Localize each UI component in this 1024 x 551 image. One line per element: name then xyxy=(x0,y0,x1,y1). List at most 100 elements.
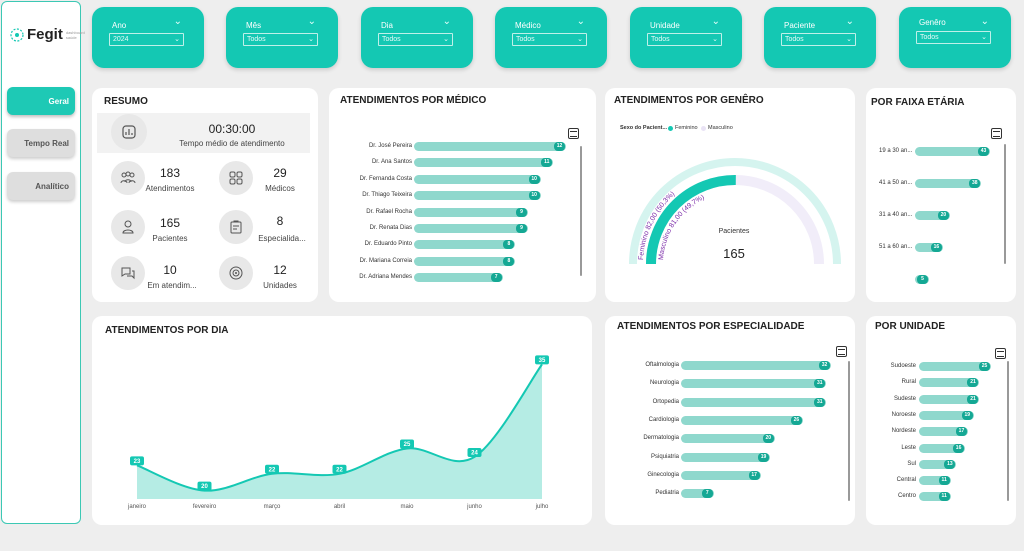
unidade-row-label: Noroeste xyxy=(891,411,916,418)
dropdown-icon: ⌄ xyxy=(577,36,583,43)
chart-report-icon xyxy=(111,114,147,150)
scrollbar[interactable] xyxy=(1007,361,1009,501)
dropdown-icon: ⌄ xyxy=(443,36,449,43)
filter-ano-value: 2024 xyxy=(113,36,129,43)
resumo-title: RESUMO xyxy=(104,96,148,107)
dia-data-point[interactable] xyxy=(130,456,144,466)
clipboard-icon xyxy=(219,210,253,244)
filter-paciente[interactable]: Paciente ⌄ Todos ⌄ xyxy=(764,7,876,68)
table-view-icon[interactable] xyxy=(991,128,1002,139)
filter-unidade-select[interactable]: Todos ⌄ xyxy=(647,33,722,46)
filter-mes-select[interactable]: Todos ⌄ xyxy=(243,33,318,46)
especialidade-value-badge: 19 xyxy=(758,452,770,462)
filter-ano-select[interactable]: 2024 ⌄ xyxy=(109,33,184,46)
dia-data-point[interactable] xyxy=(265,464,279,474)
faixa-bar[interactable] xyxy=(915,211,950,220)
especialidade-bar[interactable] xyxy=(681,379,827,389)
medico-bar[interactable] xyxy=(414,174,541,184)
medico-bar[interactable] xyxy=(414,207,528,217)
chevron-down-icon[interactable]: ⌄ xyxy=(173,16,182,27)
filter-dia[interactable]: Dia ⌄ Todos ⌄ xyxy=(361,7,473,68)
table-view-icon[interactable] xyxy=(995,348,1006,359)
especialidade-bar[interactable] xyxy=(681,470,761,480)
faixa-bar[interactable] xyxy=(915,243,943,252)
nav-tempo-real-button[interactable]: Tempo Real xyxy=(7,129,75,157)
nav-analitico-button[interactable]: Analítico xyxy=(7,172,75,200)
medico-value-badge: 12 xyxy=(554,142,565,151)
medico-bar[interactable] xyxy=(414,256,516,266)
medico-value-badge: 8 xyxy=(503,256,515,266)
unidade-bar[interactable] xyxy=(919,378,980,388)
scrollbar[interactable] xyxy=(1004,144,1006,264)
especialidade-row-label: Cardiologia xyxy=(648,416,679,423)
scrollbar[interactable] xyxy=(848,361,850,501)
unidade-bar[interactable] xyxy=(919,492,951,502)
especialidade-value-badge: 31 xyxy=(814,397,826,407)
dia-data-point[interactable] xyxy=(467,447,482,457)
especialidade-value-badge: 26 xyxy=(790,415,802,425)
chevron-down-icon[interactable]: ⌄ xyxy=(711,16,720,27)
dia-data-point[interactable] xyxy=(332,464,347,474)
legend-masculino[interactable]: Masculino xyxy=(708,125,733,131)
unidade-bar[interactable] xyxy=(919,362,991,371)
filter-genero-select[interactable]: Todos ⌄ xyxy=(916,31,991,44)
filter-unidade[interactable]: Unidade ⌄ Todos ⌄ xyxy=(630,7,742,68)
especialidade-bar[interactable] xyxy=(681,361,831,370)
gauge-feminino-arc[interactable] xyxy=(646,174,736,265)
unidade-bar[interactable] xyxy=(919,410,974,420)
medico-bar[interactable] xyxy=(414,142,566,151)
scrollbar[interactable] xyxy=(580,146,582,276)
filter-paciente-select[interactable]: Todos ⌄ xyxy=(781,33,856,46)
dia-data-point[interactable] xyxy=(535,355,549,365)
chevron-down-icon[interactable]: ⌄ xyxy=(442,16,451,27)
especialidade-bar[interactable] xyxy=(681,452,771,462)
legend-feminino[interactable]: Feminino xyxy=(675,125,698,131)
unidade-bar[interactable] xyxy=(919,443,966,453)
unidade-bar[interactable] xyxy=(919,459,957,469)
filter-medico[interactable]: Médico ⌄ Todos ⌄ xyxy=(495,7,607,68)
especialidade-row-label: Ginecologia xyxy=(647,471,679,478)
unidade-row-label: Nordeste xyxy=(891,428,916,435)
especialidade-bar[interactable] xyxy=(681,415,803,425)
especialidade-bar[interactable] xyxy=(681,434,775,444)
dia-data-point[interactable] xyxy=(197,481,212,491)
filter-ano[interactable]: Ano ⌄ 2024 ⌄ xyxy=(92,7,204,68)
filter-genero[interactable]: Genêro ⌄ Todos ⌄ xyxy=(899,7,1011,68)
medico-row-label: Dr. Ana Santos xyxy=(371,159,412,166)
medico-bar[interactable] xyxy=(414,273,503,283)
medico-bar[interactable] xyxy=(414,191,541,201)
especialidade-bar[interactable] xyxy=(681,489,714,499)
medico-bar[interactable] xyxy=(414,224,528,233)
dropdown-icon: ⌄ xyxy=(846,36,852,43)
filter-medico-select[interactable]: Todos ⌄ xyxy=(512,33,587,46)
chevron-down-icon[interactable]: ⌄ xyxy=(307,16,316,27)
unidade-value-badge: 21 xyxy=(967,378,979,388)
especialidade-value-badge: 31 xyxy=(814,379,826,389)
unidade-value-badge: 13 xyxy=(944,459,956,469)
faixa-bar[interactable] xyxy=(915,179,982,188)
filter-paciente-label: Paciente xyxy=(784,21,816,30)
especialidade-bar[interactable] xyxy=(681,397,827,407)
filter-mes[interactable]: Mês ⌄ Todos ⌄ xyxy=(226,7,338,68)
especialidade-value-badge: 17 xyxy=(748,470,760,480)
chevron-down-icon[interactable]: ⌄ xyxy=(980,16,989,27)
unidade-bar[interactable] xyxy=(919,394,980,404)
medico-bar[interactable] xyxy=(414,240,516,250)
chevron-down-icon[interactable]: ⌄ xyxy=(576,16,585,27)
nav-geral-button[interactable]: Geral xyxy=(7,87,75,115)
unidade-bar[interactable] xyxy=(919,476,951,486)
tempo-medio-value: 00:30:00 xyxy=(208,122,256,136)
brand-logo: Fegit dashboard saúde xyxy=(10,26,85,43)
faixa-value-badge: 20 xyxy=(937,211,949,220)
medico-bar[interactable] xyxy=(414,158,554,168)
filter-dia-select[interactable]: Todos ⌄ xyxy=(378,33,453,46)
medico-value-badge: 9 xyxy=(516,207,527,217)
table-view-icon[interactable] xyxy=(836,346,847,357)
faixa-bar[interactable] xyxy=(915,147,990,156)
medico-row-label: Dr. Rafael Rocha xyxy=(366,208,412,215)
table-view-icon[interactable] xyxy=(568,128,579,139)
dia-data-point[interactable] xyxy=(400,439,414,449)
chevron-down-icon[interactable]: ⌄ xyxy=(845,16,854,27)
faixa-row-label: 31 a 40 an... xyxy=(879,212,913,218)
unidade-bar[interactable] xyxy=(919,427,968,437)
